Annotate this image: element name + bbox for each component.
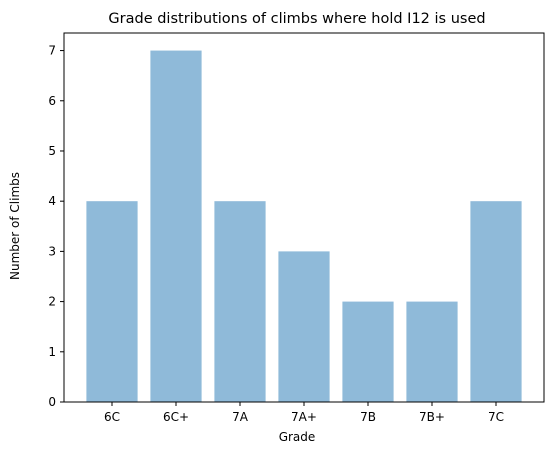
y-tick-label: 1 — [48, 345, 56, 359]
bar-7B+ — [406, 301, 458, 402]
x-tick-label: 6C+ — [163, 410, 189, 424]
y-tick-label: 7 — [48, 44, 56, 58]
y-axis-label: Number of Climbs — [8, 172, 22, 280]
bar-6C+ — [150, 50, 202, 402]
bar-7A+ — [278, 251, 330, 402]
bar-6C — [86, 201, 138, 402]
x-axis-label: Grade — [279, 430, 316, 444]
y-tick-label: 0 — [48, 395, 56, 409]
bars-group — [86, 50, 522, 402]
x-tick-label: 7C — [488, 410, 504, 424]
bar-7B — [342, 301, 394, 402]
bar-7A — [214, 201, 266, 402]
x-tick-label: 7B — [360, 410, 376, 424]
chart-title: Grade distributions of climbs where hold… — [108, 11, 485, 27]
y-tick-label: 2 — [48, 295, 56, 309]
x-tick-label: 7B+ — [419, 410, 445, 424]
x-ticks-group: 6C 6C+ 7A 7A+ 7B 7B+ 7C — [104, 402, 504, 424]
y-tick-label: 5 — [48, 144, 56, 158]
bar-7C — [470, 201, 522, 402]
x-tick-label: 7A — [232, 410, 249, 424]
y-tick-label: 4 — [48, 194, 56, 208]
x-tick-label: 7A+ — [291, 410, 317, 424]
y-ticks-group: 0 1 2 3 4 5 6 7 — [48, 44, 64, 409]
y-tick-label: 6 — [48, 94, 56, 108]
y-tick-label: 3 — [48, 244, 56, 258]
x-tick-label: 6C — [104, 410, 120, 424]
